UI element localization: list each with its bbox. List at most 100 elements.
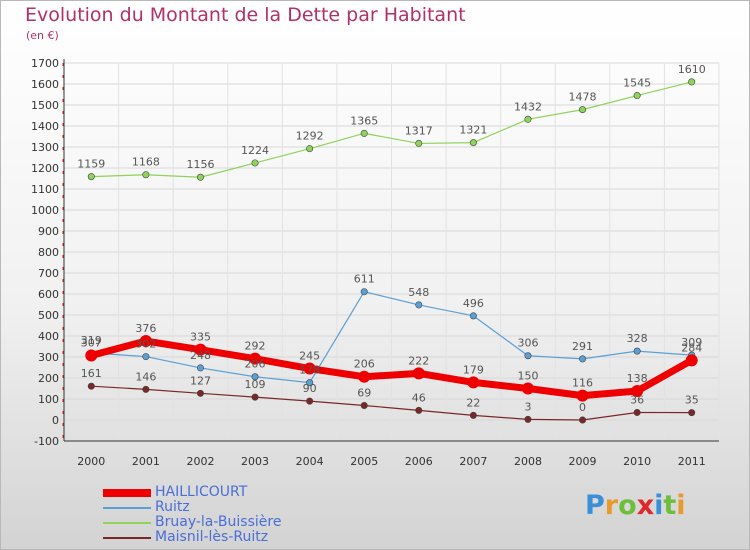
y-tick-label: 800 <box>38 246 59 259</box>
data-point <box>521 382 534 395</box>
data-point <box>467 376 480 389</box>
data-label: 138 <box>627 372 648 385</box>
data-label: 291 <box>572 340 593 353</box>
data-label: 178 <box>299 364 320 377</box>
data-label: 292 <box>245 340 266 353</box>
data-label: 1545 <box>623 77 651 90</box>
data-label: 1317 <box>405 124 433 137</box>
data-label: 109 <box>245 378 266 391</box>
data-point <box>142 385 150 393</box>
data-point <box>688 78 696 86</box>
data-label: 1432 <box>514 100 542 113</box>
x-tick-label: 2006 <box>405 455 433 468</box>
data-label: 206 <box>354 358 375 371</box>
data-point <box>139 335 152 348</box>
y-tick-label: 600 <box>38 288 59 301</box>
x-tick-label: 2002 <box>186 455 214 468</box>
proxiti-logo: Proxiti <box>585 490 686 521</box>
y-tick-label: 900 <box>38 225 59 238</box>
legend-label: HAILLICOURT <box>155 484 248 500</box>
data-label: 302 <box>135 338 156 351</box>
data-label: 306 <box>517 337 538 350</box>
logo-letter: i <box>676 490 686 521</box>
data-label: 1159 <box>77 158 105 171</box>
data-label: 1156 <box>186 158 214 171</box>
y-tick-label: -100 <box>34 435 59 448</box>
data-label: 146 <box>135 370 156 383</box>
x-tick-label: 2004 <box>296 455 324 468</box>
data-point <box>633 92 641 100</box>
data-point <box>631 385 644 398</box>
y-tick-label: 1400 <box>31 120 59 133</box>
series-line-3 <box>91 385 692 421</box>
data-point <box>524 352 532 360</box>
data-point <box>576 389 589 402</box>
data-label: 328 <box>627 332 648 345</box>
x-tick-label: 2007 <box>459 455 487 468</box>
data-label: 22 <box>466 396 480 409</box>
data-point <box>469 312 477 320</box>
data-point <box>196 173 204 181</box>
data-label: 35 <box>685 394 699 407</box>
data-point <box>87 382 95 390</box>
chart-title: Evolution du Montant de la Dette par Hab… <box>25 4 466 26</box>
y-tick-label: 300 <box>38 351 59 364</box>
y-tick-label: 400 <box>38 330 59 343</box>
logo-letter: o <box>618 490 637 521</box>
data-label: 46 <box>412 391 426 404</box>
legend-swatch <box>103 537 151 539</box>
data-label: 1321 <box>459 124 487 137</box>
data-point <box>524 415 532 423</box>
legend-label: Ruitz <box>155 499 190 515</box>
data-label: 127 <box>190 374 211 387</box>
data-label: 245 <box>299 350 320 363</box>
data-label: 1224 <box>241 144 269 157</box>
data-point <box>194 343 207 356</box>
chart-subtitle: (en €) <box>26 29 59 42</box>
y-tick-label: 0 <box>52 414 59 427</box>
data-point <box>306 397 314 405</box>
logo-letter: t <box>663 490 677 521</box>
series-line-2 <box>91 81 692 178</box>
data-point <box>196 364 204 372</box>
y-tick-label: 200 <box>38 372 59 385</box>
y-tick-label: 1600 <box>31 78 59 91</box>
x-tick-label: 2001 <box>132 455 160 468</box>
data-point <box>579 355 587 363</box>
data-label: 309 <box>681 336 702 349</box>
y-tick-label: 1300 <box>31 141 59 154</box>
x-tick-label: 2010 <box>623 455 651 468</box>
data-label: 116 <box>572 377 593 390</box>
data-label: 248 <box>190 349 211 362</box>
data-label: 69 <box>357 387 371 400</box>
data-label: 335 <box>190 331 211 344</box>
legend-swatch <box>103 522 151 524</box>
x-tick-label: 2008 <box>514 455 542 468</box>
legend-swatch <box>103 507 151 509</box>
y-tick-label: 1000 <box>31 204 59 217</box>
x-tick-label: 2011 <box>678 455 706 468</box>
data-point <box>579 416 587 424</box>
data-point <box>306 145 314 153</box>
logo-letter: x <box>636 490 655 521</box>
data-point <box>469 411 477 419</box>
data-point <box>524 115 532 123</box>
data-label: 1292 <box>296 130 324 143</box>
x-tick-label: 2003 <box>241 455 269 468</box>
y-tick-label: 700 <box>38 267 59 280</box>
data-point <box>251 373 259 381</box>
data-label: 548 <box>408 286 429 299</box>
data-point <box>251 393 259 401</box>
data-label: 307 <box>81 337 102 350</box>
y-tick-label: 1200 <box>31 162 59 175</box>
data-point <box>415 406 423 414</box>
data-point <box>196 389 204 397</box>
data-point <box>142 353 150 361</box>
y-tick-label: 1500 <box>31 99 59 112</box>
data-label: 222 <box>408 354 429 367</box>
data-point <box>412 367 425 380</box>
data-point <box>579 106 587 114</box>
data-point <box>685 354 698 367</box>
